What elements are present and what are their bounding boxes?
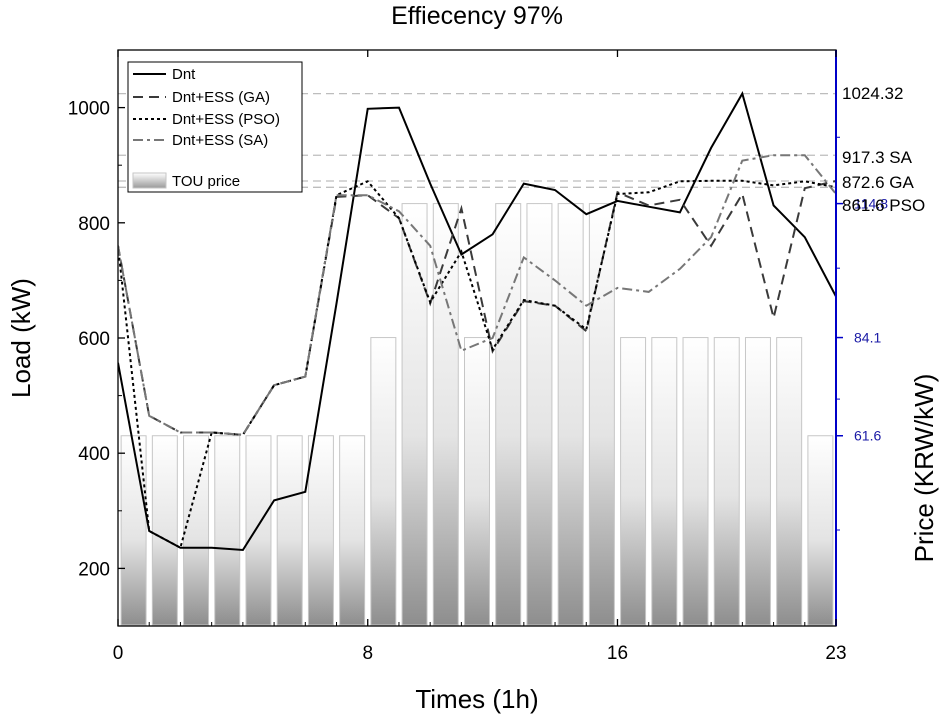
tou-price-bar xyxy=(120,435,147,626)
tou-price-bar xyxy=(744,337,771,626)
tou-price-bar xyxy=(495,203,522,626)
reference-label: 917.3 SA xyxy=(842,148,913,167)
y-tick-label: 200 xyxy=(78,559,110,580)
tou-price-bar xyxy=(713,337,740,626)
tou-price-bar xyxy=(620,337,647,626)
y2-tick-label: 114.8 xyxy=(854,196,888,212)
legend-label: Dnt+ESS (PSO) xyxy=(172,111,280,128)
x-tick-label: 8 xyxy=(362,643,373,664)
legend-label: Dnt xyxy=(172,66,196,83)
legend-swatch-bars xyxy=(132,172,167,189)
tou-price-bar xyxy=(245,435,272,626)
y2-tick-label: 61.6 xyxy=(854,428,881,444)
tou-price-bar xyxy=(776,337,803,626)
tou-price-bar xyxy=(557,203,584,626)
tou-price-bar xyxy=(183,435,210,626)
tou-price-bar xyxy=(276,435,303,626)
legend-label: TOU price xyxy=(172,173,240,190)
legend: Dnt Dnt+ESS (GA) Dnt+ESS (PSO) Dnt+ESS (SA)… xyxy=(127,61,303,193)
chart-title: Effiecency 97% xyxy=(391,2,563,30)
tou-price-bar xyxy=(651,337,678,626)
legend-label: Dnt+ESS (SA) xyxy=(172,132,268,149)
x-tick-label: 16 xyxy=(607,643,628,664)
y-tick-label: 600 xyxy=(78,329,110,350)
reference-label: 1024.32 xyxy=(842,84,903,103)
y2-axis-ticks: 61.6 84.1 114.8 xyxy=(836,136,888,531)
reference-label: 861.6 PSO xyxy=(842,196,925,215)
tou-price-bar xyxy=(214,435,241,626)
x-tick-label: 23 xyxy=(825,643,846,664)
tou-price-bar xyxy=(307,435,334,626)
series-line-dnt-ess-sa xyxy=(118,154,836,436)
tou-price-bar xyxy=(526,203,553,626)
tou-price-bar xyxy=(588,203,615,626)
x-tick-label: 0 xyxy=(113,643,124,664)
y-tick-label: 800 xyxy=(78,214,110,235)
tou-price-bar xyxy=(432,203,459,626)
y-axis-title: Load (kW) xyxy=(6,278,36,398)
series-lines xyxy=(118,91,836,552)
reference-label: 872.6 GA xyxy=(842,173,914,192)
tou-price-bar xyxy=(370,337,397,626)
y2-axis-title: Price (KRW/kW) xyxy=(909,374,939,563)
y-tick-label: 1000 xyxy=(68,99,110,120)
y-axis-ticks: 200 400 600 800 1000 xyxy=(68,49,125,627)
series-line-dnt xyxy=(118,91,836,552)
series-line-dnt-ess-ga xyxy=(118,180,836,436)
tou-price-bar xyxy=(401,203,428,626)
y2-tick-label: 84.1 xyxy=(854,330,881,346)
tou-price-bar xyxy=(339,435,366,626)
tou-price-bar xyxy=(151,435,178,626)
tou-price-bar xyxy=(682,337,709,626)
y-tick-label: 400 xyxy=(78,444,110,465)
x-axis-ticks: 0 8 16 23 xyxy=(113,50,847,664)
tou-price-bar xyxy=(464,337,490,626)
tou-price-bar xyxy=(807,435,834,626)
legend-box xyxy=(127,61,303,193)
reference-labels: 1024.32 917.3 SA 872.6 GA 861.6 PSO xyxy=(842,84,925,215)
tou-price-bars xyxy=(120,203,834,626)
x-axis-title: Times (1h) xyxy=(415,684,538,714)
legend-label: Dnt+ESS (GA) xyxy=(172,89,270,106)
